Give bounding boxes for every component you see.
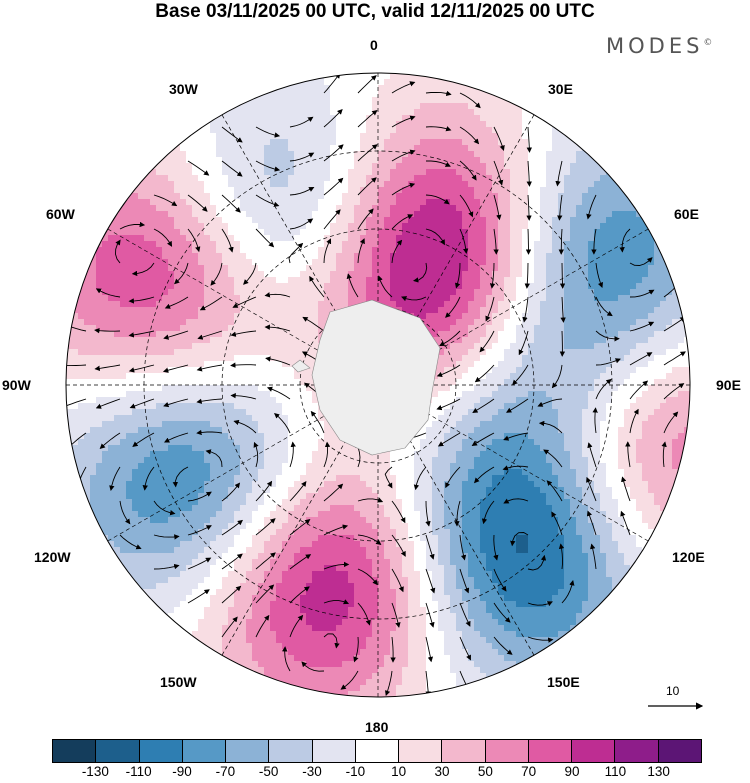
colorbar-tick-label: 70 [521,764,537,779]
lon-label-90e: 90E [716,377,741,393]
colorbar-swatch [269,740,313,762]
colorbar-tick-label: -10 [345,764,366,779]
colorbar-swatch [53,740,97,762]
polar-map [65,72,704,710]
colorbar-swatch [312,740,356,762]
colorbar-swatch [615,740,659,762]
colorbar-swatch [528,740,573,762]
lon-label-0: 0 [370,37,378,53]
lon-label-90w: 90W [2,377,31,393]
colorbar-tick-label: 30 [434,764,450,779]
antarctica [291,299,441,456]
colorbar-swatch [442,740,486,762]
colorbar-tick-label: 10 [391,764,407,779]
reference-vector-label-wrap: 10 [644,684,704,714]
colorbar-tick-label: -130 [81,764,109,779]
colorbar-tick-label: -90 [172,764,192,779]
lon-label-150w: 150W [160,674,197,690]
colorbar-swatch [355,740,400,762]
colorbar-tick-label: -110 [125,764,152,779]
lon-label-150e: 150E [547,674,580,690]
lon-label-120w: 120W [34,549,71,565]
map-boundary [65,72,691,698]
reference-vector-label: 10 [666,684,680,698]
map-title: Base 03/11/2025 00 UTC, valid 12/11/2025… [155,1,595,22]
colorbar-swatch [658,740,701,762]
lon-label-60e: 60E [674,206,699,222]
lon-label-60w: 60W [46,206,75,222]
brand-logo: MODES© [606,34,712,58]
colorbar-swatch [96,740,140,762]
colorbar-tick-label: 130 [647,764,670,779]
colorbar-swatch [139,740,183,762]
brand-name: MODES [606,34,704,58]
brand-mark: © [703,38,713,48]
colorbar-swatch [485,740,529,762]
colorbar-tick-label: 110 [604,764,627,779]
lon-label-30e: 30E [548,81,573,97]
colorbar-swatch [182,740,227,762]
colorbar-tick-label: -30 [302,764,322,779]
colorbar-tick-label: -70 [215,764,236,779]
colorbar-tick-label: 90 [564,764,580,779]
lon-label-180: 180 [365,719,389,735]
colorbar-tick-label: 50 [477,764,493,779]
lon-label-30w: 30W [169,81,198,97]
colorbar-swatch [572,740,616,762]
colorbar-swatch [399,740,443,762]
lon-label-120e: 120E [672,549,705,565]
colorbar-tick-label: -50 [258,764,279,779]
colorbar [52,739,702,763]
colorbar-swatch [226,740,270,762]
